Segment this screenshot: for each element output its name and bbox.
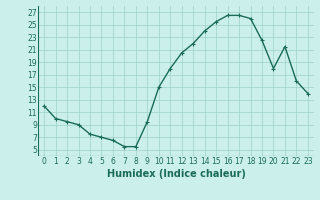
- X-axis label: Humidex (Indice chaleur): Humidex (Indice chaleur): [107, 169, 245, 179]
